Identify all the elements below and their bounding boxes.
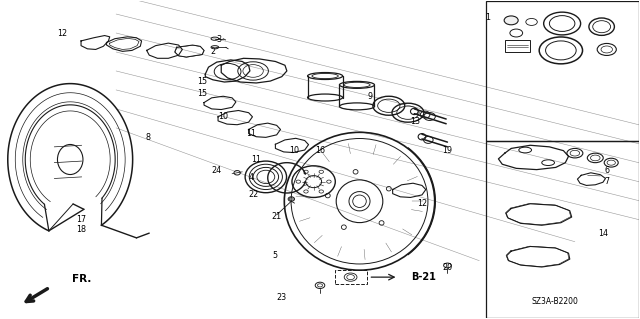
Text: SZ3A-B2200: SZ3A-B2200 — [531, 297, 578, 306]
Text: 18: 18 — [76, 225, 86, 234]
Text: FR.: FR. — [72, 274, 92, 284]
Text: 24: 24 — [212, 166, 222, 175]
Text: 2: 2 — [211, 47, 216, 56]
Bar — [486, 1, 639, 141]
Text: 9: 9 — [367, 92, 372, 101]
Text: 11: 11 — [252, 155, 261, 164]
Text: 16: 16 — [315, 145, 325, 154]
Text: 22: 22 — [248, 190, 258, 199]
Text: 10: 10 — [218, 112, 228, 121]
Text: 15: 15 — [197, 89, 207, 98]
Text: 23: 23 — [276, 293, 287, 301]
Bar — [505, 40, 531, 52]
Text: 11: 11 — [246, 129, 256, 138]
Bar — [335, 270, 367, 284]
Text: 17: 17 — [76, 215, 86, 224]
Text: 6: 6 — [604, 166, 609, 175]
Text: B-21: B-21 — [412, 272, 436, 282]
Text: 3: 3 — [217, 35, 222, 44]
Text: 12: 12 — [417, 199, 427, 208]
Bar — [486, 141, 639, 318]
Text: 15: 15 — [197, 77, 207, 85]
Ellipse shape — [504, 16, 518, 25]
Text: 10: 10 — [289, 145, 300, 154]
Text: 7: 7 — [604, 177, 609, 186]
Text: 20: 20 — [442, 263, 452, 272]
Text: 4: 4 — [249, 173, 253, 182]
Text: 14: 14 — [598, 229, 609, 238]
Text: 12: 12 — [57, 28, 67, 38]
Text: 5: 5 — [273, 251, 278, 260]
Text: 8: 8 — [145, 133, 150, 143]
Text: 1: 1 — [485, 13, 490, 22]
Text: 13: 13 — [411, 117, 420, 126]
Text: 21: 21 — [271, 212, 282, 221]
Text: 19: 19 — [442, 145, 452, 154]
